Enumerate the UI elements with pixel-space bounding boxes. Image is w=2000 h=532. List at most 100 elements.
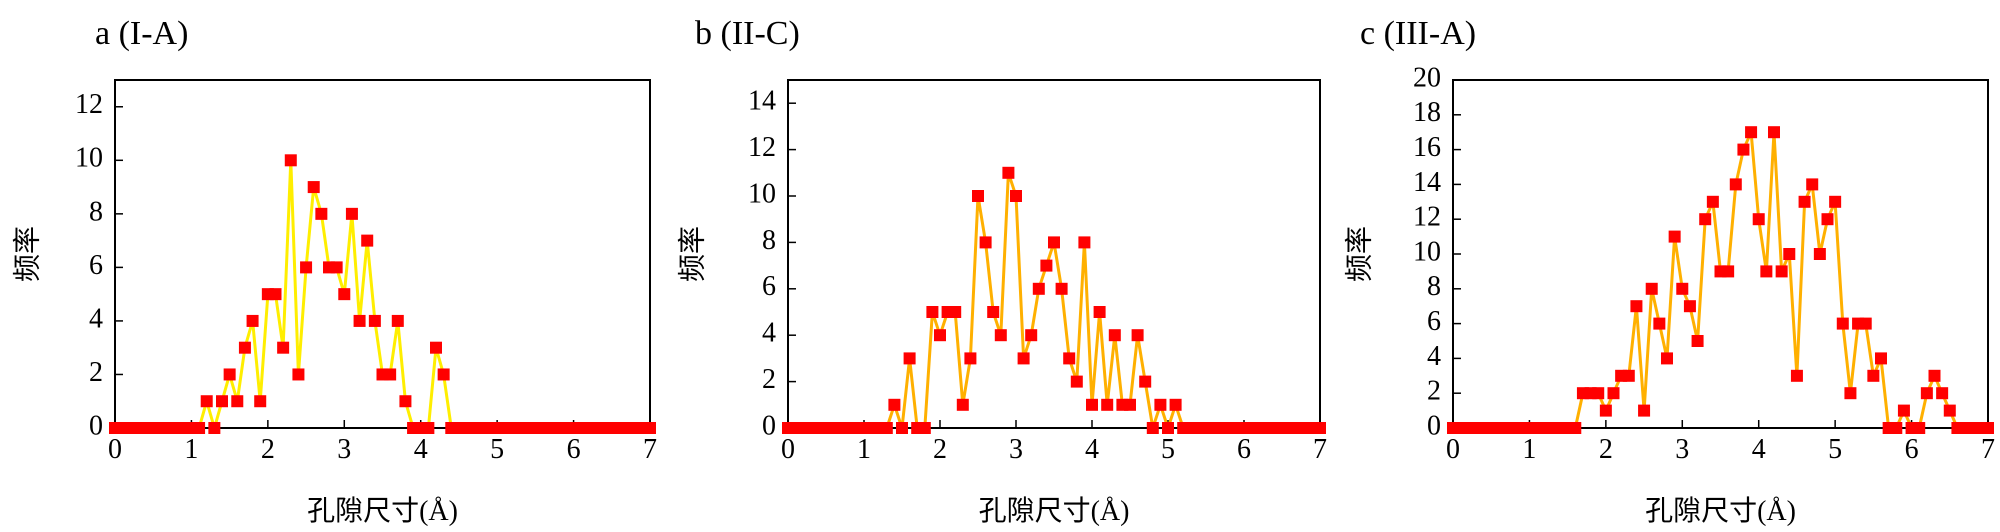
plot-frame: [114, 79, 651, 429]
data-point: [1101, 398, 1114, 411]
series-line: [115, 158, 650, 430]
y-tick-label: 6: [1427, 306, 1441, 337]
data-point: [1936, 387, 1949, 400]
data-point: [1813, 248, 1826, 260]
data-point: [1592, 387, 1605, 400]
y-tick-label: 0: [1427, 410, 1441, 441]
data-point: [1875, 352, 1887, 365]
x-tick-label: 0: [781, 434, 795, 465]
x-tick-label: 6: [567, 434, 581, 465]
data-point: [1017, 352, 1030, 365]
data-point: [987, 306, 1000, 318]
x-tick-label: 3: [1009, 434, 1023, 465]
data-point: [903, 352, 916, 365]
data-point: [1070, 375, 1083, 388]
data-point: [949, 306, 962, 318]
x-tick-label: 2: [261, 434, 275, 465]
x-tick-label: 1: [857, 434, 871, 465]
x-tick-label: 4: [1752, 434, 1766, 465]
x-tick-label: 6: [1905, 434, 1919, 465]
y-tick-label: 4: [89, 303, 103, 334]
data-point: [223, 368, 236, 381]
data-point: [391, 314, 404, 327]
data-point: [399, 395, 412, 408]
x-tick-label: 5: [1828, 434, 1842, 465]
data-point: [292, 368, 305, 381]
chart-title: c (III-A): [1360, 15, 1476, 52]
chart-title: a (I-A): [95, 15, 188, 52]
data-point: [437, 368, 450, 381]
data-point: [1169, 398, 1182, 411]
data-point: [1048, 236, 1060, 249]
data-point: [254, 395, 267, 408]
plot-frame: [1452, 79, 1989, 429]
data-point: [1086, 398, 1098, 411]
data-point: [1146, 422, 1159, 434]
data-point: [964, 352, 977, 365]
data-point: [1093, 306, 1106, 318]
data-point: [1691, 335, 1704, 347]
x-tick-label: 0: [1446, 434, 1460, 465]
data-point: [200, 395, 213, 408]
y-tick-label: 18: [1413, 97, 1441, 128]
data-point: [277, 341, 290, 354]
x-tick-label: 3: [1675, 434, 1689, 465]
data-point: [1668, 230, 1681, 243]
data-point: [1040, 259, 1053, 272]
data-point: [1844, 387, 1857, 400]
data-point: [1607, 387, 1620, 400]
data-point: [1025, 329, 1038, 342]
x-axis-title: 孔隙尺寸(Å): [307, 495, 458, 527]
data-point: [1599, 404, 1612, 417]
data-point: [368, 314, 381, 327]
data-point: [1108, 329, 1121, 342]
y-tick-label: 10: [748, 178, 776, 209]
data-point: [1124, 398, 1136, 411]
data-point: [315, 207, 328, 220]
x-tick-label: 7: [643, 434, 657, 465]
data-point: [1162, 422, 1174, 434]
data-point: [1890, 422, 1903, 434]
data-point: [284, 154, 297, 167]
data-point: [1622, 369, 1635, 382]
data-point: [1806, 178, 1819, 191]
data-point: [1737, 143, 1750, 156]
data-point: [307, 181, 320, 194]
y-tick-label: 10: [1413, 236, 1441, 267]
data-point: [216, 395, 228, 408]
data-point: [246, 314, 259, 327]
data-point: [918, 422, 931, 434]
data-point: [1055, 282, 1068, 295]
y-tick-label: 10: [75, 143, 103, 174]
data-point: [269, 288, 282, 301]
data-point: [1630, 300, 1643, 313]
y-tick-label: 0: [89, 410, 103, 441]
x-tick-label: 3: [337, 434, 351, 465]
data-point: [934, 329, 946, 342]
data-point: [231, 395, 244, 408]
data-point: [994, 329, 1007, 342]
data-point: [979, 236, 992, 249]
data-point: [896, 422, 908, 434]
data-point: [1798, 195, 1811, 208]
data-point: [1760, 265, 1773, 278]
data-point: [1010, 190, 1022, 202]
series-line: [788, 171, 1320, 430]
data-point: [1154, 398, 1167, 411]
data-point: [1699, 213, 1712, 226]
data-point: [1314, 422, 1326, 434]
data-point: [1859, 317, 1872, 330]
x-axis-title: 孔隙尺寸(Å): [979, 495, 1130, 527]
y-tick-label: 12: [75, 89, 103, 120]
data-point: [430, 341, 442, 354]
data-point: [956, 398, 969, 411]
x-axis-title: 孔隙尺寸(Å): [1645, 495, 1796, 527]
data-point: [422, 422, 435, 434]
x-tick-label: 7: [1981, 434, 1995, 465]
plot-frame: [787, 79, 1321, 429]
y-tick-label: 6: [89, 250, 103, 281]
data-point: [644, 422, 656, 434]
